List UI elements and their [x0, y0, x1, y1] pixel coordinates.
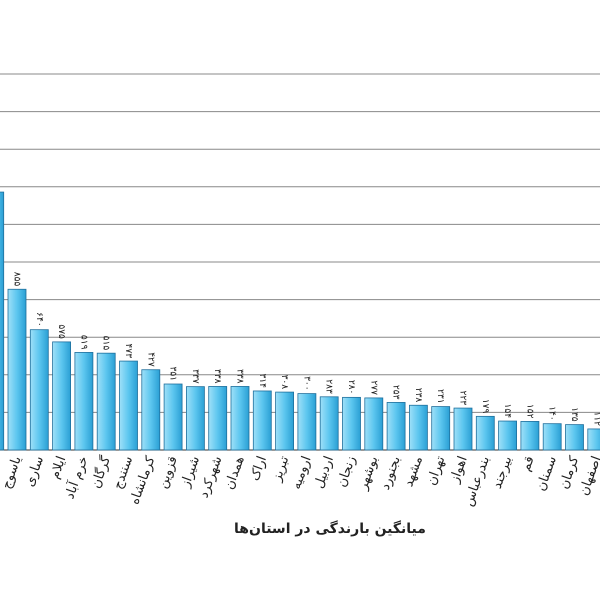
value-label: ۶۴۰ [34, 312, 44, 327]
bar [342, 396, 361, 451]
bar [587, 428, 600, 451]
bar [297, 393, 317, 451]
value-label: ۱۵۲ [524, 404, 534, 419]
bar [96, 352, 116, 451]
value-label: ۱۷۹ [480, 399, 490, 414]
x-tick-label: مشهد [401, 454, 426, 489]
value-label: ۳۱۴ [257, 373, 267, 388]
bar [319, 396, 339, 451]
bar [475, 415, 495, 451]
x-tick-label: سمنان [534, 454, 560, 493]
x-tick-label: همدان [222, 454, 248, 492]
value-label: ۱۴۰ [547, 406, 557, 421]
value-label: ۲۳۱ [435, 389, 445, 404]
chart-title: میانگین بارندگی در استان‌ها [234, 520, 426, 537]
x-tick-label: اردبیل [312, 454, 337, 490]
bar [252, 390, 272, 451]
value-label: ۲۵۳ [391, 385, 401, 400]
x-tick-label: بیرجند [490, 454, 516, 491]
value-label: ۵۱۹ [78, 335, 88, 350]
bar [230, 386, 250, 451]
bar [185, 386, 205, 451]
bar [453, 407, 473, 451]
bar [431, 406, 451, 451]
x-tick-label: قم [518, 454, 537, 473]
bar [141, 369, 161, 451]
value-label: ۱۵۴ [502, 404, 512, 419]
value-label: ۲۲۳ [458, 391, 468, 406]
value-label: ۸۵۵ [12, 272, 22, 287]
bar [52, 341, 71, 451]
value-label: ۲۷۷ [368, 380, 378, 395]
bar [163, 383, 183, 451]
bar [119, 360, 138, 451]
bar [208, 386, 228, 451]
value-label: ۱۳۵ [569, 407, 579, 422]
x-tick-label: بجنورد [378, 454, 404, 492]
value-label: ۴۷۳ [123, 344, 133, 359]
value-label: ۴۲۷ [145, 352, 155, 367]
bar [386, 402, 406, 451]
value-label: ۳۳۷ [190, 369, 200, 384]
x-tick-label: زنجان [334, 454, 359, 489]
value-label: ۳۵۱ [168, 366, 178, 381]
bar [0, 191, 5, 451]
x-tick-label: ایلام [47, 454, 69, 481]
bar [7, 288, 27, 451]
value-label: ۳۳۸ [212, 369, 222, 384]
bar [408, 404, 428, 451]
value-label: ۱۱۲ [591, 411, 600, 426]
value-label: ۲۳۸ [413, 388, 423, 403]
bar [74, 352, 94, 451]
x-tick-label: ساری [22, 454, 47, 489]
value-label: ۲۸۰ [346, 380, 356, 395]
bar [364, 397, 384, 451]
x-tick-label: تبریز [269, 454, 292, 484]
x-tick-label: یاسوج [0, 454, 25, 491]
bar [29, 329, 49, 451]
bar [542, 423, 562, 451]
bar [275, 391, 295, 451]
x-tick-label: تهران [424, 454, 448, 488]
value-label: ۵۱۵ [101, 336, 111, 351]
value-label: ۳۳۸ [235, 369, 245, 384]
bar [565, 424, 584, 451]
x-tick-label: اراک [247, 454, 270, 483]
value-label: ۲۸۳ [324, 379, 334, 394]
bar [520, 421, 540, 451]
value-label: ۳۰۸ [279, 375, 289, 390]
bar [498, 420, 518, 451]
value-label: ۵۷۵ [56, 324, 66, 339]
value-label: ۳۰۰ [301, 376, 311, 391]
x-tick-label: اهواز [447, 454, 471, 486]
x-tick-label: قزوین [155, 454, 180, 490]
